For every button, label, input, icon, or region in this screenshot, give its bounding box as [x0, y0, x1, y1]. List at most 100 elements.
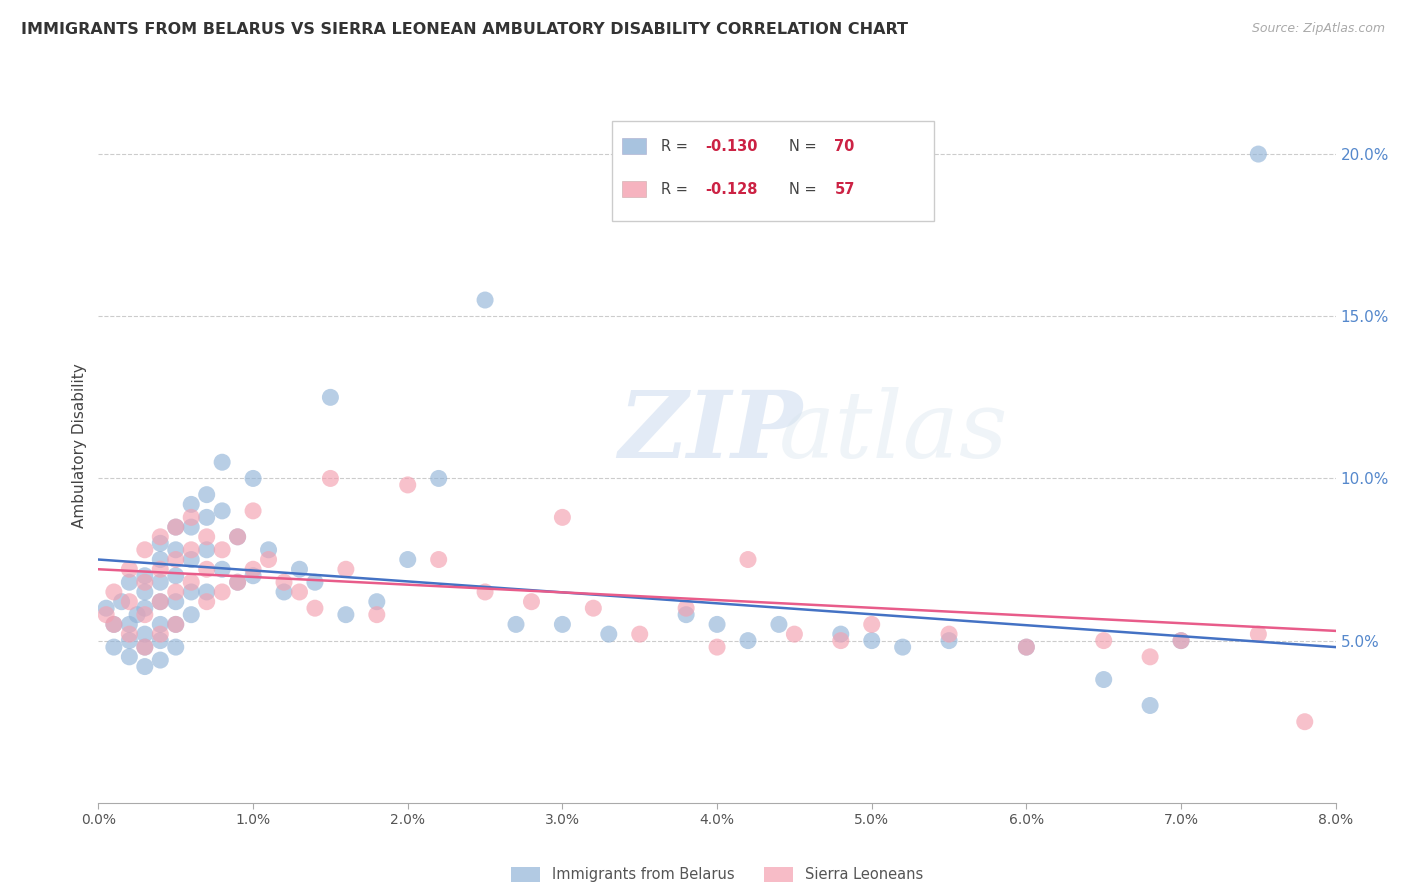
Point [257, 542, 280, 557]
Point [335, 607, 357, 622]
Point [165, 568, 187, 582]
Point [675, 607, 697, 622]
Point [366, 595, 388, 609]
Point [195, 562, 218, 576]
Point [226, 530, 249, 544]
Point [768, 617, 790, 632]
Point [134, 640, 156, 654]
Point [273, 575, 295, 590]
Point [706, 617, 728, 632]
Point [211, 585, 233, 599]
Point [118, 627, 141, 641]
Point [195, 510, 218, 524]
Point [96, 601, 118, 615]
Point [165, 520, 187, 534]
Point [134, 659, 156, 673]
Point [165, 552, 187, 566]
Point [195, 488, 218, 502]
Point [149, 617, 172, 632]
Point [551, 510, 574, 524]
Text: R =: R = [661, 182, 693, 196]
Text: -0.128: -0.128 [706, 182, 758, 196]
Point [505, 617, 527, 632]
Point [149, 552, 172, 566]
Point [783, 627, 806, 641]
Point [211, 562, 233, 576]
Point [242, 568, 264, 582]
Point [891, 640, 914, 654]
Point [149, 530, 172, 544]
Point [304, 601, 326, 615]
Point [938, 627, 960, 641]
Point [195, 595, 218, 609]
Point [211, 504, 233, 518]
Point [180, 575, 202, 590]
Point [134, 607, 156, 622]
Point [180, 510, 202, 524]
Point [149, 653, 172, 667]
Point [860, 617, 883, 632]
Point [134, 627, 156, 641]
Point [598, 627, 620, 641]
Point [111, 595, 134, 609]
Point [149, 595, 172, 609]
Point [165, 520, 187, 534]
Y-axis label: Ambulatory Disability: Ambulatory Disability [72, 364, 87, 528]
Text: atlas: atlas [779, 387, 1008, 476]
Point [165, 595, 187, 609]
Point [118, 595, 141, 609]
Point [195, 542, 218, 557]
Point [195, 530, 218, 544]
Text: 57: 57 [834, 182, 855, 196]
Point [737, 633, 759, 648]
Point [211, 542, 233, 557]
Point [1170, 633, 1192, 648]
Point [211, 455, 233, 469]
Point [103, 585, 125, 599]
Point [474, 293, 496, 307]
Point [180, 607, 202, 622]
Point [118, 633, 141, 648]
Point [195, 585, 218, 599]
Point [118, 617, 141, 632]
Point [938, 633, 960, 648]
Point [1247, 627, 1270, 641]
Point [134, 568, 156, 582]
Point [165, 617, 187, 632]
Point [226, 575, 249, 590]
Point [180, 497, 202, 511]
Text: Source: ZipAtlas.com: Source: ZipAtlas.com [1251, 22, 1385, 36]
Point [165, 585, 187, 599]
Point [149, 562, 172, 576]
Point [288, 585, 311, 599]
Point [427, 552, 450, 566]
Point [520, 595, 543, 609]
Point [1139, 649, 1161, 664]
Point [319, 390, 342, 404]
Point [1015, 640, 1038, 654]
Point [1247, 147, 1270, 161]
Point [103, 617, 125, 632]
Text: N =: N = [789, 182, 821, 196]
Text: -0.130: -0.130 [706, 139, 758, 153]
Text: R =: R = [661, 139, 693, 153]
Point [319, 471, 342, 485]
Point [149, 575, 172, 590]
Point [257, 552, 280, 566]
Point [304, 575, 326, 590]
Point [1170, 633, 1192, 648]
FancyBboxPatch shape [612, 121, 934, 221]
Point [1139, 698, 1161, 713]
Point [165, 542, 187, 557]
Point [675, 601, 697, 615]
Text: ZIP: ZIP [619, 387, 803, 476]
Point [366, 607, 388, 622]
Point [427, 471, 450, 485]
Point [180, 542, 202, 557]
Point [134, 640, 156, 654]
Legend: Immigrants from Belarus, Sierra Leoneans: Immigrants from Belarus, Sierra Leoneans [505, 861, 929, 888]
Point [149, 633, 172, 648]
Point [134, 575, 156, 590]
Point [396, 478, 419, 492]
Point [628, 627, 651, 641]
